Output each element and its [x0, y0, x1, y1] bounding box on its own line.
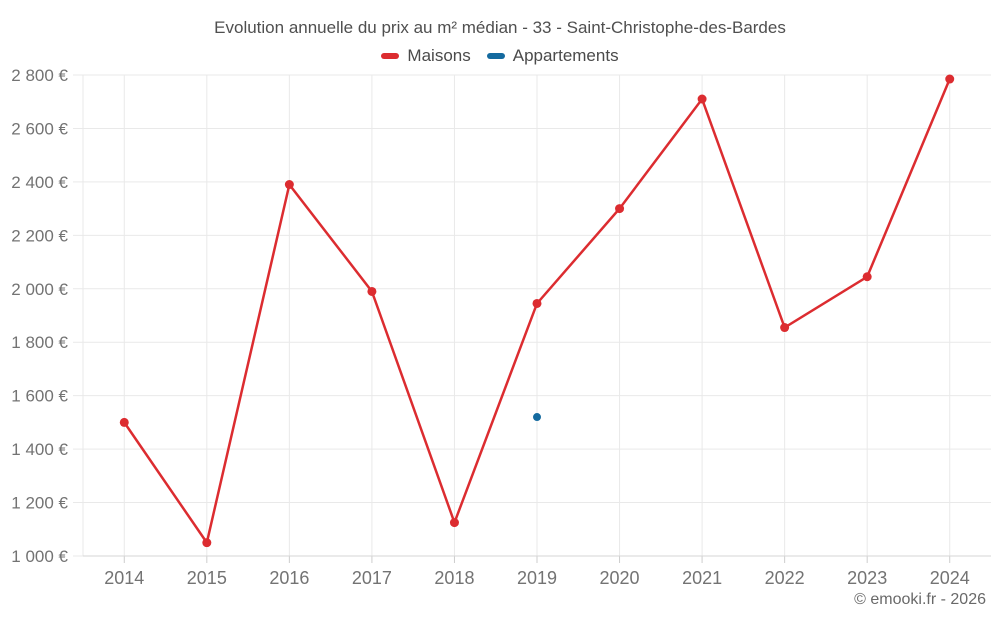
- legend-label-appartements: Appartements: [512, 46, 619, 65]
- x-axis-tick-label: 2024: [930, 568, 970, 588]
- x-axis-tick-label: 2016: [269, 568, 309, 588]
- legend-label-maisons: Maisons: [407, 46, 471, 65]
- data-point-maisons-2022[interactable]: [780, 323, 790, 333]
- data-point-maisons-2017[interactable]: [367, 286, 377, 296]
- x-axis-tick-label: 2019: [517, 568, 557, 588]
- y-axis-tick-label: 2 000 €: [11, 280, 68, 299]
- y-axis-tick-label: 2 200 €: [11, 226, 68, 245]
- y-axis-tick-label: 1 600 €: [11, 387, 68, 406]
- x-axis-tick-label: 2015: [187, 568, 227, 588]
- x-axis-tick-label: 2017: [352, 568, 392, 588]
- x-axis-tick-label: 2021: [682, 568, 722, 588]
- x-axis-tick-label: 2020: [600, 568, 640, 588]
- x-axis-tick-label: 2014: [104, 568, 144, 588]
- y-axis-tick-label: 2 400 €: [11, 173, 68, 192]
- y-axis-tick-label: 2 600 €: [11, 119, 68, 138]
- data-point-maisons-2018[interactable]: [449, 518, 459, 528]
- x-axis-tick-label: 2018: [434, 568, 474, 588]
- data-point-maisons-2021[interactable]: [697, 94, 707, 104]
- legend-item-appartements[interactable]: Appartements: [486, 46, 619, 66]
- y-axis-tick-label: 1 200 €: [11, 494, 68, 513]
- data-point-maisons-2023[interactable]: [862, 272, 872, 282]
- data-point-maisons-2016[interactable]: [284, 180, 294, 190]
- y-axis-tick-label: 1 000 €: [11, 547, 68, 566]
- legend-item-maisons[interactable]: Maisons: [381, 46, 471, 66]
- copyright: © emooki.fr - 2026: [854, 591, 986, 608]
- maisons-swatch-icon: [381, 53, 400, 59]
- data-point-appartements-2019[interactable]: [533, 413, 541, 422]
- y-axis-tick-label: 1 400 €: [11, 440, 68, 459]
- data-point-maisons-2024[interactable]: [945, 74, 955, 84]
- data-point-maisons-2020[interactable]: [615, 204, 625, 214]
- x-axis-tick-label: 2023: [847, 568, 887, 588]
- appartements-swatch-icon: [486, 53, 505, 59]
- data-point-maisons-2014[interactable]: [119, 417, 129, 427]
- x-axis-tick-label: 2022: [765, 568, 805, 588]
- data-point-maisons-2019[interactable]: [532, 298, 542, 308]
- chart-title: Evolution annuelle du prix au m² médian …: [214, 18, 786, 37]
- y-axis-tick-label: 2 800 €: [11, 66, 68, 85]
- data-point-maisons-2015[interactable]: [202, 538, 212, 548]
- legend: Maisons Appartements: [0, 46, 1000, 66]
- y-axis-tick-label: 1 800 €: [11, 333, 68, 352]
